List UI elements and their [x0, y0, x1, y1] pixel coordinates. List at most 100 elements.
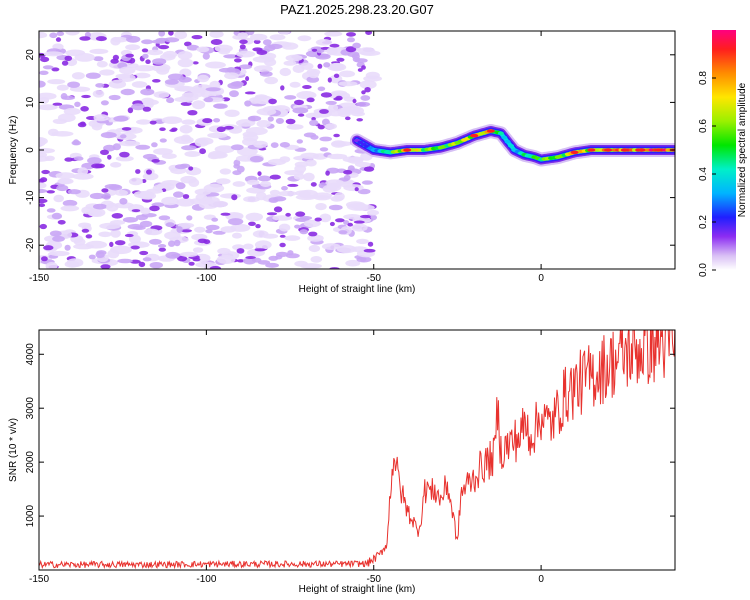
colorbar-gradient	[712, 30, 736, 270]
noise-blob	[235, 119, 256, 127]
noise-blob	[151, 159, 160, 163]
noise-blob	[57, 220, 66, 225]
noise-blob	[175, 182, 186, 190]
noise-blob	[296, 139, 303, 144]
noise-blob	[194, 226, 206, 233]
noise-blob	[284, 95, 297, 100]
noise-blob	[236, 248, 245, 254]
noise-blob	[252, 230, 269, 238]
noise-blob	[176, 226, 183, 233]
noise-blob	[81, 94, 91, 99]
noise-blob	[140, 192, 157, 200]
noise-blob	[74, 53, 95, 62]
noise-blob	[51, 67, 60, 72]
noise-blob	[314, 217, 322, 222]
noise-blob	[220, 212, 231, 216]
noise-blob	[117, 258, 133, 264]
noise-blob	[115, 189, 128, 196]
noise-blob	[177, 58, 194, 68]
noise-blob	[52, 102, 63, 106]
noise-blob	[139, 220, 153, 228]
noise-blob	[57, 113, 76, 123]
noise-blob	[356, 238, 369, 245]
noise-blob	[249, 155, 264, 163]
trace-amplitude-mark	[497, 131, 504, 136]
noise-blob	[43, 51, 64, 57]
noise-blob	[194, 188, 212, 196]
noise-blob	[110, 229, 121, 238]
noise-blob	[56, 31, 65, 36]
noise-blob	[347, 165, 355, 172]
noise-blob	[245, 256, 256, 259]
noise-blob	[354, 187, 359, 192]
noise-blob	[360, 95, 371, 101]
noise-blob	[357, 68, 363, 72]
noise-blob	[264, 58, 277, 67]
noise-blob	[302, 85, 312, 89]
noise-blob	[317, 63, 323, 69]
noise-blob	[41, 169, 50, 175]
x-tick-label: -150	[29, 273, 49, 284]
noise-blob	[100, 100, 109, 106]
noise-blob	[174, 31, 188, 40]
noise-blob	[64, 244, 71, 251]
noise-blob	[125, 53, 134, 58]
noise-blob	[141, 179, 147, 183]
noise-blob	[57, 178, 74, 185]
noise-blob	[114, 240, 126, 246]
noise-blob	[229, 213, 244, 219]
noise-blob	[161, 180, 181, 186]
noise-blob	[77, 167, 89, 176]
chart-title: PAZ1.2025.298.23.20.G07	[280, 2, 434, 17]
noise-blob	[107, 154, 112, 160]
noise-blob	[80, 106, 89, 112]
noise-blob	[361, 65, 366, 70]
noise-blob	[273, 206, 283, 213]
noise-blob	[96, 60, 108, 68]
noise-blob	[265, 262, 279, 268]
noise-blob	[275, 251, 289, 257]
noise-blob	[149, 238, 162, 245]
noise-blob	[287, 183, 299, 187]
noise-blob	[239, 44, 246, 50]
noise-blob	[259, 71, 273, 77]
noise-blob	[343, 174, 351, 181]
noise-blob	[353, 204, 375, 211]
noise-blob	[39, 188, 48, 194]
noise-blob	[51, 212, 63, 220]
noise-blob	[211, 217, 219, 222]
noise-blob	[239, 39, 248, 45]
noise-blob	[220, 226, 237, 233]
noise-blob	[307, 234, 324, 242]
noise-blob	[45, 262, 58, 269]
noise-blob	[158, 31, 166, 37]
noise-blob	[257, 171, 262, 177]
noise-blob	[186, 215, 193, 221]
noise-blob	[39, 104, 58, 111]
noise-blob	[192, 247, 204, 253]
noise-blob	[250, 33, 268, 41]
noise-blob	[39, 80, 46, 88]
noise-blob	[294, 99, 304, 106]
noise-blob	[158, 247, 166, 252]
noise-blob	[152, 58, 167, 65]
noise-blob	[188, 261, 195, 266]
noise-blob	[108, 94, 121, 101]
noise-blob	[39, 203, 46, 208]
trace-amplitude-mark	[504, 139, 511, 144]
noise-blob	[353, 220, 365, 224]
y-tick-label: -10	[25, 190, 36, 205]
noise-blob	[247, 115, 262, 122]
noise-blob	[267, 116, 274, 122]
noise-blob	[151, 142, 158, 148]
noise-blob	[347, 222, 354, 227]
noise-blob	[324, 123, 337, 130]
noise-blob	[158, 244, 167, 248]
noise-blob	[312, 192, 333, 199]
noise-blob	[119, 198, 128, 205]
noise-blob	[361, 180, 373, 185]
noise-blob	[253, 65, 273, 73]
noise-blob	[317, 86, 326, 92]
noise-blob	[171, 127, 178, 132]
y-tick-label: 10	[25, 96, 36, 108]
